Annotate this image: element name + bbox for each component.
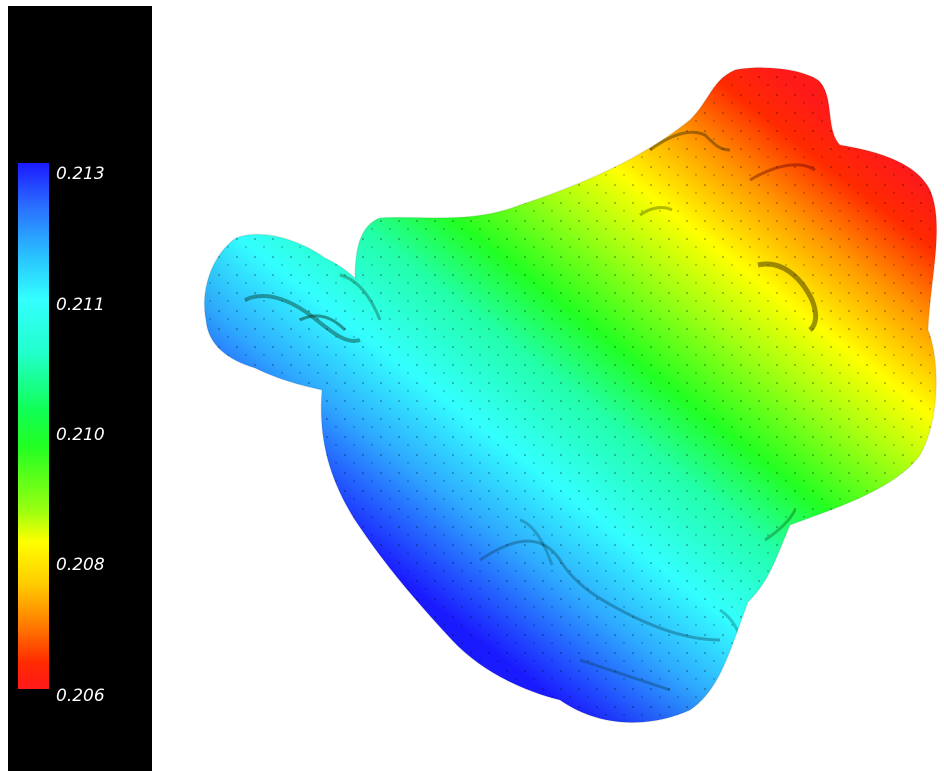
anatomical-surface (203, 66, 938, 724)
3d-viewport[interactable] (152, 0, 944, 771)
colorbar-panel: 0.213 0.211 0.210 0.208 0.206 (8, 6, 152, 771)
colorbar-tick-max: 0.213 (56, 164, 105, 184)
colorbar-tick-3: 0.210 (56, 425, 105, 445)
colorbar-tick-4: 0.208 (56, 555, 105, 575)
colorbar-tick-min: 0.206 (56, 686, 105, 706)
colorbar-tick-2: 0.211 (56, 295, 105, 315)
color-scale-bar (18, 163, 49, 689)
surface-render (203, 66, 938, 724)
